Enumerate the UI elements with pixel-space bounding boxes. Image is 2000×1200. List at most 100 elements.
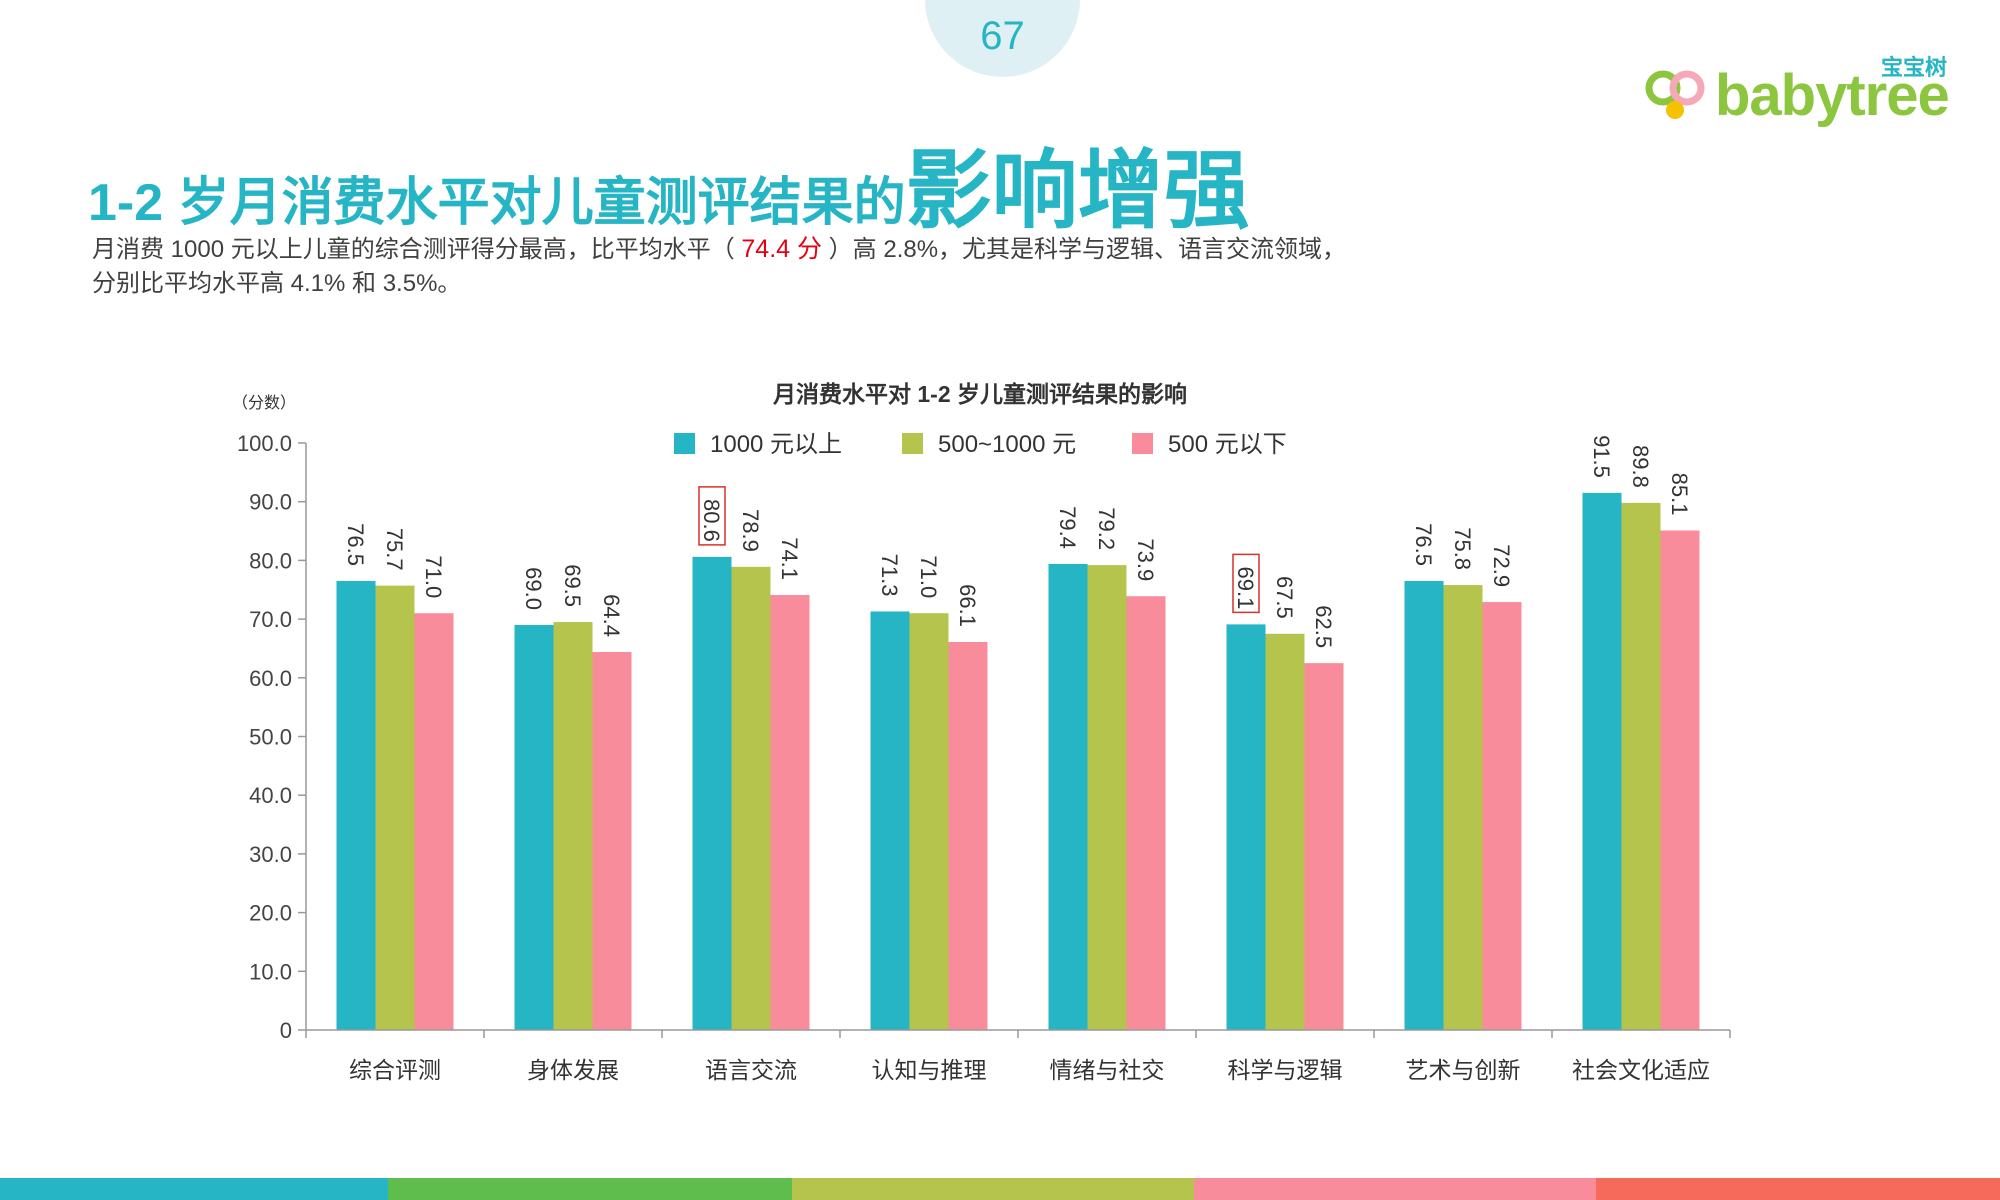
y-tick-label: 60.0 xyxy=(249,666,292,691)
bottom-color-stripe xyxy=(0,1178,2000,1200)
stripe-segment xyxy=(388,1178,792,1200)
bar xyxy=(336,580,376,1030)
bar-value-label: 64.4 xyxy=(599,594,624,637)
highlight-box xyxy=(698,486,726,546)
bar xyxy=(770,595,810,1030)
y-tick-label: 50.0 xyxy=(249,725,292,750)
y-axis: 0 10.0 20.0 30.0 40.0 50.0 60.0 70.0 80.0 90.0 100… xyxy=(237,431,307,1043)
legend-label: 500 元以下 xyxy=(1168,431,1287,458)
bar-value-label: 69.5 xyxy=(560,564,585,607)
bar xyxy=(1660,530,1700,1030)
x-tick-label: 艺术与创新 xyxy=(1406,1057,1521,1083)
bar-value-label: 76.5 xyxy=(1411,523,1436,566)
x-tick-label: 科学与逻辑 xyxy=(1228,1057,1343,1083)
bar xyxy=(1126,596,1166,1030)
bar xyxy=(514,624,554,1030)
bar-value-label: 71.0 xyxy=(916,555,941,598)
bar-value-label-group: 71.3 xyxy=(877,554,902,597)
bar-value-label-group: 76.5 xyxy=(1411,523,1436,566)
y-tick-label: 40.0 xyxy=(249,783,292,808)
bar-value-label-group: 89.8 xyxy=(1628,445,1653,488)
legend-label: 1000 元以上 xyxy=(710,431,842,458)
page-title-part2: 影响增强 xyxy=(905,143,1250,239)
y-axis-label: （分数） xyxy=(232,394,296,412)
y-tick-label: 30.0 xyxy=(249,842,292,867)
bar-value-label-group: 69.0 xyxy=(521,567,546,610)
bar-value-label: 91.5 xyxy=(1589,435,1614,478)
page-title: 1-2 岁月消费水平对儿童测评结果的影响增强 xyxy=(88,120,1250,245)
bar xyxy=(1048,563,1088,1030)
legend-swatch xyxy=(674,433,695,454)
bar-value-label: 74.1 xyxy=(777,537,802,580)
bar-value-label: 72.9 xyxy=(1489,544,1514,587)
stripe-segment xyxy=(1194,1178,1596,1200)
legend-swatch xyxy=(902,433,923,454)
bar xyxy=(948,641,988,1030)
bar-value-label: 62.5 xyxy=(1311,605,1336,648)
y-tick-label: 90.0 xyxy=(249,490,292,515)
bar-value-label-group: 76.5 xyxy=(343,523,368,566)
stripe-segment xyxy=(1596,1178,2000,1200)
bar-value-label: 75.8 xyxy=(1450,527,1475,570)
x-tick-label: 综合评测 xyxy=(349,1057,441,1083)
description-after: ）高 2.8%，尤其是科学与逻辑、语言交流领域， xyxy=(822,236,1347,263)
legend-label: 500~1000 元 xyxy=(938,431,1076,458)
x-axis: 综合评测 身体发展 语言交流 认知与推理 情绪与社交 科学与逻辑 艺术与创新 社会文化适应 xyxy=(305,1029,1731,1083)
bar xyxy=(1087,565,1127,1030)
bar-value-label: 71.0 xyxy=(421,555,446,598)
bar xyxy=(1443,585,1483,1030)
bar-value-label: 71.3 xyxy=(877,554,902,597)
bar xyxy=(909,613,949,1030)
babytree-logo: 宝宝树 babytree xyxy=(1645,50,1955,128)
bar-value-label: 69.0 xyxy=(521,567,546,610)
bar xyxy=(375,585,415,1030)
bar-value-label: 73.9 xyxy=(1133,538,1158,581)
bar-value-label: 66.1 xyxy=(955,584,980,627)
bar xyxy=(414,613,454,1030)
bar xyxy=(1482,602,1522,1030)
bar xyxy=(1621,502,1661,1030)
bar-value-label: 76.5 xyxy=(343,523,368,566)
bar xyxy=(592,651,632,1030)
bar xyxy=(553,622,593,1030)
bar-value-label-group: 91.5 xyxy=(1589,435,1614,478)
y-tick-label: 20.0 xyxy=(249,901,292,926)
bar-value-label-group: 85.1 xyxy=(1667,473,1692,516)
bar-value-label-group: 66.1 xyxy=(955,584,980,627)
x-tick-label: 身体发展 xyxy=(527,1057,619,1083)
bar-value-label-group: 78.9 xyxy=(738,509,763,552)
bar-value-label: 89.8 xyxy=(1628,445,1653,488)
page-title-part1: 1-2 岁月消费水平对儿童测评结果的 xyxy=(88,174,906,232)
legend: 1000 元以上 500~1000 元 500 元以下 xyxy=(674,431,1287,458)
bar-value-label-group: 79.4 xyxy=(1055,506,1080,549)
legend-swatch xyxy=(1132,433,1153,454)
y-tick-label: 80.0 xyxy=(249,548,292,573)
bar-value-label-group: 72.9 xyxy=(1489,544,1514,587)
stripe-segment xyxy=(0,1178,388,1200)
bar-value-label-group: 75.8 xyxy=(1450,527,1475,570)
x-tick-label: 情绪与社交 xyxy=(1050,1057,1165,1083)
bar xyxy=(692,556,732,1030)
description-before: 月消费 1000 元以上儿童的综合测评得分最高，比平均水平（ xyxy=(92,236,742,263)
bar-value-label: 67.5 xyxy=(1272,576,1297,619)
y-tick-label: 0 xyxy=(280,1018,292,1043)
bar xyxy=(731,566,771,1030)
bar xyxy=(870,611,910,1030)
bar xyxy=(1404,580,1444,1030)
bar xyxy=(1265,633,1305,1030)
bar-value-label-group: 67.5 xyxy=(1272,576,1297,619)
chart-title: 月消费水平对 1-2 岁儿童测评结果的影响 xyxy=(772,381,1187,407)
x-tick-label: 社会文化适应 xyxy=(1572,1057,1710,1083)
bar-value-label: 78.9 xyxy=(738,509,763,552)
highlight-box xyxy=(1232,553,1260,614)
logo-en-text: babytree xyxy=(1715,63,1950,128)
y-tick-label: 10.0 xyxy=(249,959,292,984)
x-tick-label: 语言交流 xyxy=(705,1057,797,1083)
description: 月消费 1000 元以上儿童的综合测评得分最高，比平均水平（ 74.4 分 ）高… xyxy=(92,232,1912,301)
bar-value-label: 85.1 xyxy=(1667,473,1692,516)
y-tick-label: 100.0 xyxy=(237,431,292,456)
bar-value-label-group: 62.5 xyxy=(1311,605,1336,648)
bars: 76.5 69.0 80.6 71.3 79.4 69.1 76.5 91.5 75.7 69.5… xyxy=(336,435,1700,1030)
babytree-logo-icon xyxy=(1645,70,1705,119)
